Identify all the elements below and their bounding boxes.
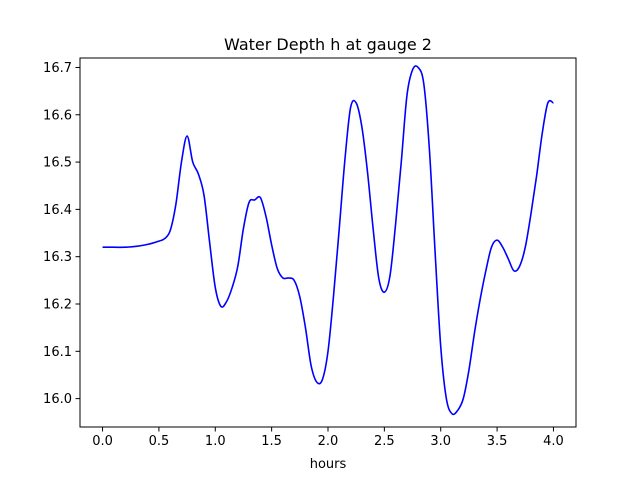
x-tick-label: 2.0 (318, 434, 339, 449)
x-tick-label: 0.0 (92, 434, 113, 449)
x-tick-label: 3.0 (430, 434, 451, 449)
x-axis-label: hours (310, 457, 347, 472)
y-tick-label: 16.4 (43, 203, 72, 218)
x-tick-label: 4.0 (543, 434, 564, 449)
x-tick-label: 1.0 (205, 434, 226, 449)
y-tick-label: 16.1 (43, 345, 72, 360)
y-tick-label: 16.2 (43, 298, 72, 313)
y-tick-label: 16.6 (43, 108, 72, 123)
y-tick-label: 16.0 (43, 392, 72, 407)
series-line-0 (102, 65, 554, 416)
y-tick-label: 16.7 (43, 61, 72, 76)
x-tick-label: 3.5 (487, 434, 508, 449)
chart-title: Water Depth h at gauge 2 (224, 35, 432, 54)
y-tick-label: 16.5 (43, 156, 72, 171)
y-tick-label: 16.3 (43, 250, 72, 265)
plot-area: 0.0 0.5 1.0 1.5 2.0 2.5 3.0 3.5 4.0 16.0 16.1 16.2 1… (43, 57, 577, 449)
x-tick-label: 0.5 (149, 434, 170, 449)
x-tick-label: 2.5 (374, 434, 395, 449)
x-tick-label: 1.5 (261, 434, 282, 449)
